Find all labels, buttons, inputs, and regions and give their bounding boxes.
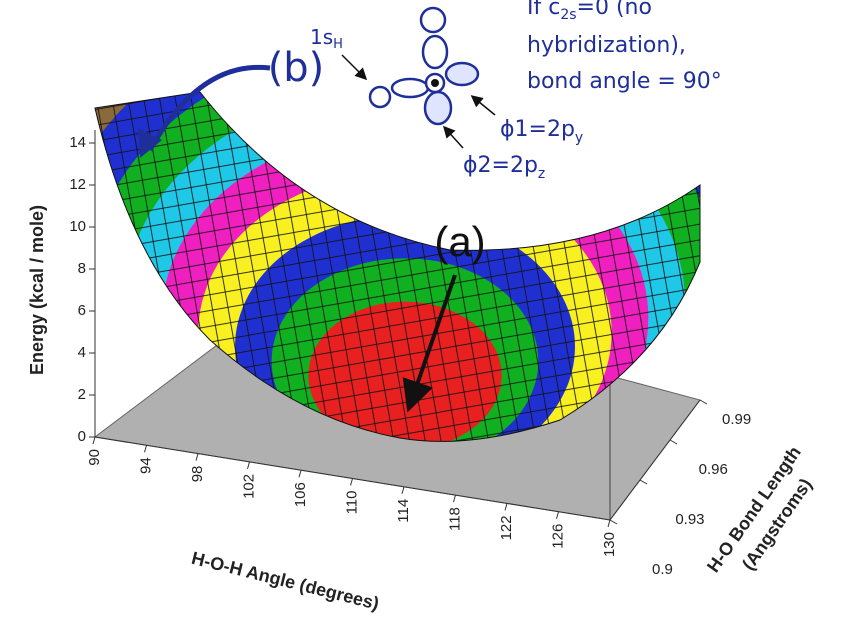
phi1-label: ϕ1=2py bbox=[500, 117, 583, 146]
y-tick bbox=[640, 480, 647, 484]
note-rest: =0 (no bbox=[577, 0, 652, 20]
x-tick-label: 114 bbox=[395, 499, 412, 523]
x-tick-label: 94 bbox=[137, 457, 154, 474]
orbital-label: 1sH bbox=[310, 25, 343, 52]
x-tick-label: 118 bbox=[446, 507, 463, 531]
y-tick-label: 0.96 bbox=[699, 461, 728, 478]
x-tick bbox=[93, 437, 95, 444]
x-tick-label: 126 bbox=[549, 524, 566, 549]
x-tick bbox=[454, 495, 456, 502]
note-text: If c bbox=[527, 0, 560, 20]
x-tick bbox=[248, 462, 250, 469]
note-sub: 2s bbox=[560, 7, 576, 23]
page: {"chart_data": {"type": "surface3d", "zl… bbox=[0, 0, 844, 617]
x-tick-label: 122 bbox=[498, 515, 515, 540]
z-tick-label: 0 bbox=[78, 428, 86, 445]
x-tick-label: 130 bbox=[601, 532, 618, 557]
note-line: If c2s=0 (no bbox=[527, 0, 652, 23]
arrow-phi2 bbox=[445, 128, 463, 148]
z-tick-label: 6 bbox=[78, 302, 86, 319]
label-b: (b) bbox=[268, 45, 325, 91]
x-tick-label: 110 bbox=[343, 491, 360, 515]
y-tick bbox=[700, 400, 707, 404]
note-line: hybridization), bbox=[527, 33, 686, 58]
x-tick bbox=[299, 470, 301, 477]
z-tick-label: 12 bbox=[69, 176, 86, 193]
z-tick-label: 14 bbox=[69, 134, 86, 151]
x-tick-label: 102 bbox=[240, 474, 257, 499]
arrow-1s bbox=[342, 55, 365, 78]
x-tick bbox=[145, 445, 147, 452]
phi2-text: ϕ2=2p bbox=[463, 153, 538, 178]
x-tick bbox=[505, 503, 507, 510]
x-tick bbox=[608, 520, 610, 527]
phi2-label: ϕ2=2pz bbox=[463, 153, 545, 182]
x-tick-label: 90 bbox=[86, 449, 103, 466]
y-tick-label: 0.9 bbox=[652, 561, 673, 578]
x-axis-label: H-O-H Angle (degrees) bbox=[190, 548, 381, 614]
phi1-sub: y bbox=[575, 130, 583, 146]
orbital-text: 1s bbox=[310, 25, 333, 49]
z-tick-label: 8 bbox=[78, 260, 86, 277]
phi1-text: ϕ1=2p bbox=[500, 117, 575, 142]
note-line: bond angle = 90° bbox=[527, 69, 722, 94]
y-tick bbox=[670, 440, 677, 444]
x-tick bbox=[557, 512, 559, 519]
x-tick bbox=[351, 479, 353, 486]
label-a: (a) bbox=[434, 218, 485, 265]
x-tick-label: 98 bbox=[189, 466, 206, 483]
orbital-diagram bbox=[370, 8, 478, 124]
y-tick-label: 0.93 bbox=[675, 511, 704, 528]
y-tick-label: 0.99 bbox=[722, 411, 751, 428]
y-tick bbox=[610, 520, 617, 524]
phi2-sub: z bbox=[538, 166, 545, 182]
z-tick-label: 2 bbox=[78, 386, 86, 403]
x-tick bbox=[196, 454, 198, 461]
z-tick-label: 4 bbox=[78, 344, 86, 361]
chart: Energy (kcal / mole) H-O-H Angle (degree… bbox=[0, 0, 844, 617]
z-tick-label: 10 bbox=[69, 218, 86, 235]
x-tick bbox=[402, 487, 404, 494]
z-axis-label: Energy (kcal / mole) bbox=[27, 205, 47, 375]
arrow-phi1 bbox=[473, 97, 495, 115]
x-tick-label: 106 bbox=[292, 482, 309, 507]
orbital-sub: H bbox=[333, 37, 343, 52]
